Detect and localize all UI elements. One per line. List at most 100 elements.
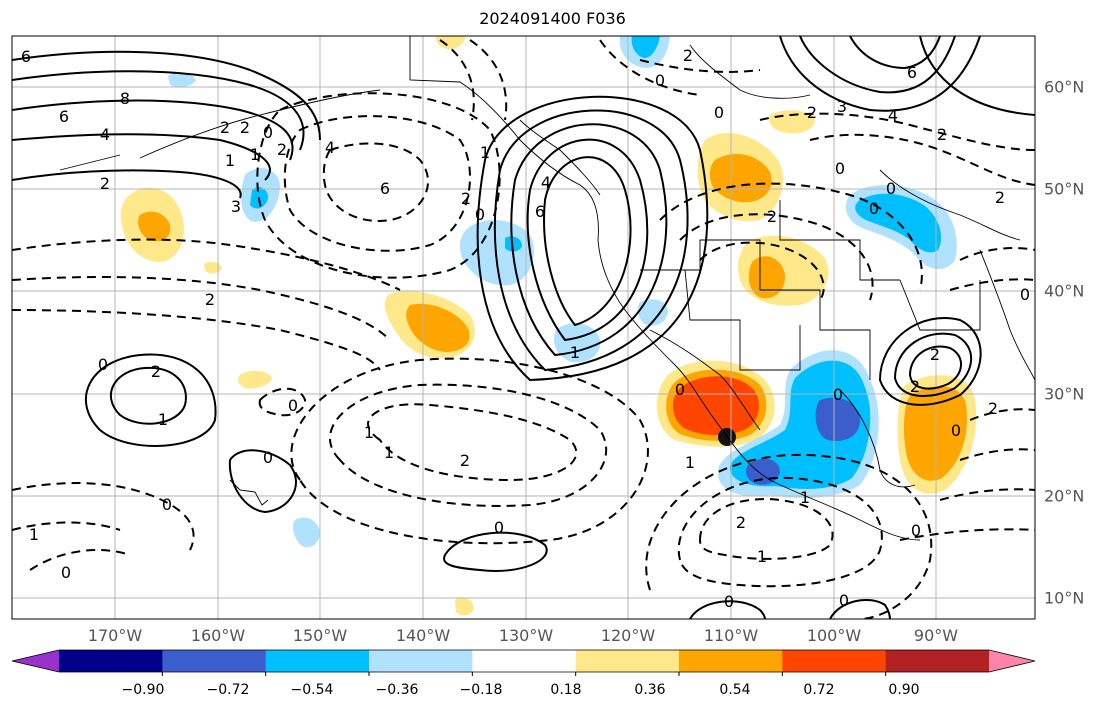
lat-label: 40°N: [1044, 281, 1085, 301]
lat-label: 20°N: [1044, 486, 1085, 506]
contour-labels: 6 8 6 4 2 2 1 0 2 1 2 4 3 6 2 0 2 6 4 1 …: [21, 46, 1030, 611]
contour-label: 2: [930, 345, 940, 364]
contour-label: 1: [480, 143, 490, 162]
contour-label: 0: [724, 592, 734, 611]
contour-label: 2: [461, 189, 471, 208]
colorbar-tick-label: 0.36: [634, 682, 666, 698]
colorbar-segment: [575, 650, 680, 672]
colorbar-outline: [11, 649, 1036, 673]
contour-label: 0: [263, 123, 273, 142]
contour-label: 0: [675, 380, 685, 399]
contour-label: 6: [380, 179, 390, 198]
contour-label: 1: [250, 145, 260, 164]
contour-label: 0: [162, 495, 172, 514]
contour-label: 6: [59, 107, 69, 126]
map-frame: [11, 35, 1036, 620]
colorbar-tick-label: −0.72: [206, 682, 250, 698]
lat-label: 30°N: [1044, 384, 1085, 404]
colorbar-segment: [369, 650, 473, 672]
contour-label: 6: [907, 63, 917, 82]
colorbar-tick-label: −0.54: [290, 682, 334, 698]
lon-label: 90°W: [913, 626, 959, 645]
colorbar-segment: [885, 650, 990, 672]
contour-label: 1: [757, 547, 767, 566]
colorbar-segment: [472, 650, 577, 672]
contour-label: 0: [839, 591, 849, 610]
contour-label: 6: [21, 47, 31, 66]
contour-label: 1: [384, 443, 394, 462]
lon-label: 100°W: [806, 626, 862, 645]
contour-label: 0: [886, 179, 896, 198]
lon-label: 150°W: [292, 626, 348, 645]
contour-label: 0: [869, 199, 879, 218]
gridlines: [12, 36, 1035, 619]
contour-label: 0: [1020, 285, 1030, 304]
contour-label: 2: [277, 140, 287, 159]
contour-label: 0: [714, 103, 724, 122]
contour-label: 4: [541, 173, 551, 192]
contour-label: 3: [231, 197, 241, 216]
colorbar-segment: [782, 650, 887, 672]
contour-label: 2: [205, 290, 215, 309]
contour-label: 2: [937, 125, 947, 144]
contour-label: 0: [263, 448, 273, 467]
contour-label: 2: [220, 118, 230, 137]
lon-label: 120°W: [600, 626, 656, 645]
contour-label: 2: [988, 399, 998, 418]
colorbar-segment: [162, 650, 267, 672]
contour-label: 0: [835, 159, 845, 178]
contour-label: 3: [837, 97, 847, 116]
contour-label: 0: [655, 71, 665, 90]
contour-lines: [12, 36, 1035, 619]
colorbar-segment: [265, 650, 370, 672]
contour-label: 2: [100, 174, 110, 193]
map-title: 2024091400 F036: [479, 9, 626, 28]
contour-label: 0: [61, 563, 71, 582]
colorbar-tick-label: 0.18: [550, 682, 582, 698]
contour-label: 1: [29, 525, 39, 544]
contour-label: 2: [151, 362, 161, 381]
colorbar-tick-label: 0.54: [719, 682, 751, 698]
contour-label: 4: [100, 125, 110, 144]
colorbar-tick-label: −0.36: [375, 682, 419, 698]
contour-label: 0: [911, 521, 921, 540]
contour-label: 1: [685, 453, 695, 472]
contour-label: 2: [995, 188, 1005, 207]
colorbar-segment: [59, 650, 163, 672]
colorbar: [11, 649, 1036, 676]
lat-label: 60°N: [1044, 77, 1085, 97]
contour-label: 4: [888, 106, 898, 125]
lat-label: 50°N: [1044, 179, 1085, 199]
contour-label: 0: [288, 396, 298, 415]
contour-label: 2: [910, 377, 920, 396]
contour-label: 1: [225, 151, 235, 170]
contour-label: 8: [120, 89, 130, 108]
contour-label: 0: [98, 355, 108, 374]
colorbar-tick-label: 0.72: [803, 682, 835, 698]
colorbar-tick-label: 0.90: [888, 682, 920, 698]
contour-label: 2: [807, 103, 817, 122]
colorbar-tick-label: −0.90: [121, 682, 165, 698]
contour-label: 1: [800, 488, 810, 507]
colorbar-segment: [679, 650, 783, 672]
contour-label: 2: [460, 451, 470, 470]
contour-label: 1: [570, 343, 580, 362]
contour-label: 0: [494, 518, 504, 537]
lon-label: 170°W: [87, 626, 143, 645]
lon-label: 110°W: [703, 626, 759, 645]
contour-label: 2: [767, 207, 777, 226]
lat-label: 10°N: [1044, 588, 1085, 608]
contour-label: 6: [535, 202, 545, 221]
contour-label: 0: [475, 205, 485, 224]
contour-label: 1: [364, 423, 374, 442]
contour-label: 2: [683, 46, 693, 65]
lon-label: 160°W: [190, 626, 246, 645]
contour-label: 2: [736, 513, 746, 532]
contour-label: 0: [833, 385, 843, 404]
contour-label: 4: [325, 138, 335, 157]
lon-label: 130°W: [498, 626, 554, 645]
contour-label: 0: [951, 421, 961, 440]
lon-label: 140°W: [395, 626, 451, 645]
contour-label: 2: [240, 118, 250, 137]
